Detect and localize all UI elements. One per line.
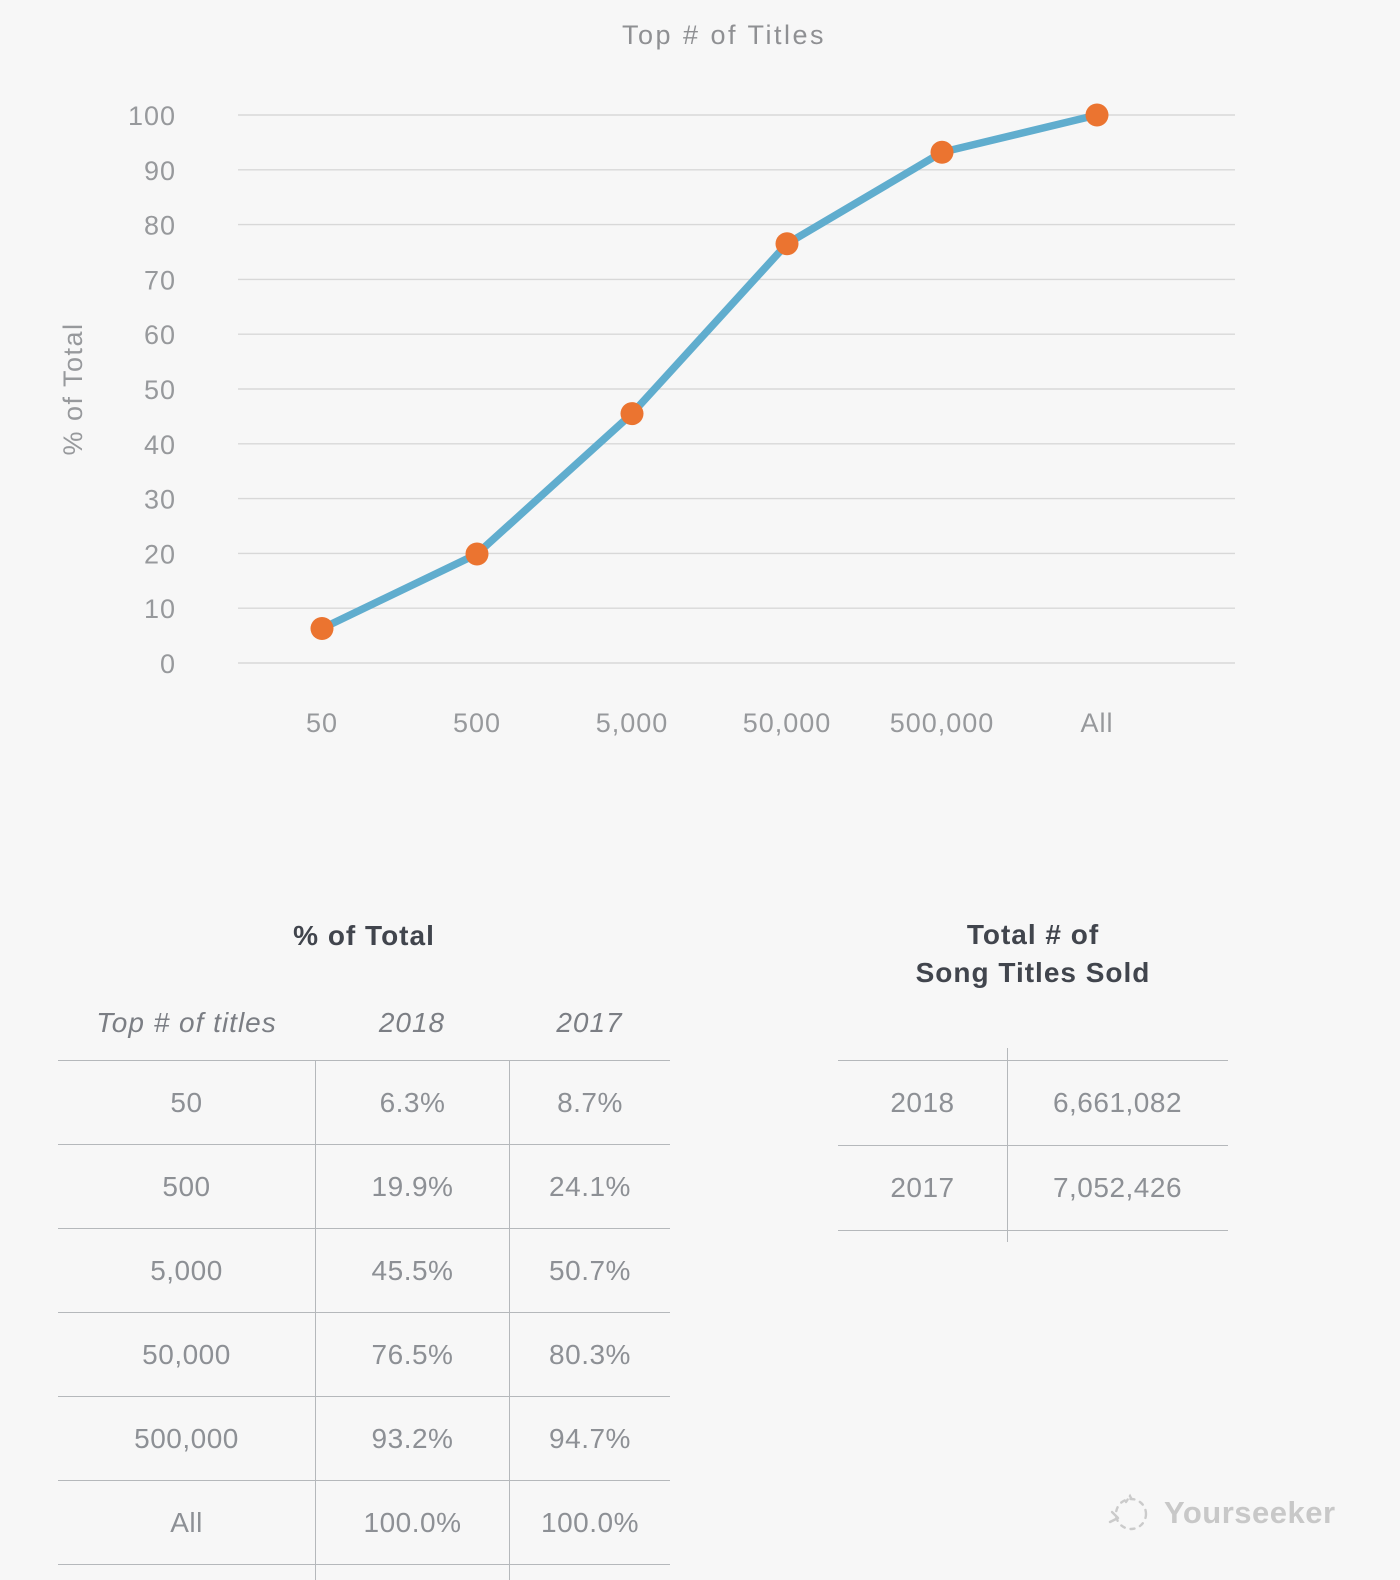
table-cell: 93.2% — [315, 1397, 509, 1481]
table-cell: 2017 — [838, 1146, 1007, 1231]
left-table-header-2017: 2017 — [556, 1007, 623, 1038]
data-point — [930, 140, 954, 164]
table-divider — [315, 1565, 316, 1580]
data-point — [620, 402, 644, 426]
table-cell: 19.9% — [315, 1145, 509, 1229]
x-axis-tick-label: All — [1080, 708, 1113, 738]
left-table-title: % of Total — [293, 920, 435, 951]
right-table-title-line2: Song Titles Sold — [915, 957, 1151, 988]
percent-of-total-table: 50 6.3% 8.7% 500 19.9% 24.1% 5,000 45.5%… — [58, 1060, 670, 1565]
data-point — [465, 542, 489, 566]
table-cell: 500,000 — [58, 1397, 315, 1481]
chart-title: Top # of Titles — [621, 20, 827, 50]
right-table-title-line1: Total # of — [966, 919, 1100, 950]
y-axis-tick-label: 10 — [144, 594, 176, 624]
table-cell: 8.7% — [509, 1061, 670, 1145]
table-cell: 500 — [58, 1145, 315, 1229]
y-axis-tick-label: 50 — [144, 375, 176, 405]
yourseeker-logo-icon — [1108, 1493, 1148, 1531]
table-cell: 7,052,426 — [1007, 1146, 1228, 1231]
x-axis-tick-label: 500 — [453, 708, 501, 738]
x-axis-tick-label: 500,000 — [890, 708, 995, 738]
table-cell: 100.0% — [509, 1481, 670, 1565]
left-table-header-2018: 2018 — [378, 1007, 446, 1038]
table-cell: 50.7% — [509, 1229, 670, 1313]
y-axis-tick-label: 90 — [144, 156, 176, 186]
y-axis-tick-label: 100 — [128, 101, 176, 131]
data-point — [1085, 103, 1109, 127]
right-table-title: Total # of Song Titles Sold — [838, 916, 1228, 992]
table-cell: 45.5% — [315, 1229, 509, 1313]
line-chart: 0 10 20 30 40 50 60 70 80 90 100 % of Total 50 500 5,0… — [58, 101, 1235, 738]
table-cell: 94.7% — [509, 1397, 670, 1481]
x-axis-tick-label: 50,000 — [743, 708, 832, 738]
y-axis-title: % of Total — [58, 322, 88, 455]
table-cell: 50 — [58, 1061, 315, 1145]
watermark: Yourseeker — [1106, 1488, 1336, 1538]
data-point — [310, 616, 334, 640]
trend-line — [318, 111, 1101, 633]
x-axis-tick-label: 5,000 — [596, 708, 669, 738]
y-axis-tick-label: 40 — [144, 430, 176, 460]
watermark-text: Yourseeker — [1164, 1495, 1336, 1530]
y-axis-tick-label: 80 — [144, 211, 176, 241]
data-point — [775, 232, 799, 256]
table-cell: All — [58, 1481, 315, 1565]
table-cell: 24.1% — [509, 1145, 670, 1229]
table-cell: 2018 — [838, 1061, 1007, 1146]
song-titles-sold-table: 2018 6,661,082 2017 7,052,426 — [838, 1060, 1228, 1231]
table-cell: 6.3% — [315, 1061, 509, 1145]
table-cell: 100.0% — [315, 1481, 509, 1565]
table-cell: 6,661,082 — [1007, 1061, 1228, 1146]
x-axis-tick-label: 50 — [306, 708, 338, 738]
table-cell: 5,000 — [58, 1229, 315, 1313]
table-divider — [509, 1565, 510, 1580]
table-cell: 80.3% — [509, 1313, 670, 1397]
left-table-header-row: Top # of titles 2018 2017 — [58, 995, 670, 1051]
left-table-header-titles: Top # of titles — [96, 1007, 277, 1038]
y-axis-tick-label: 60 — [144, 320, 176, 350]
y-axis-tick-label: 20 — [144, 539, 176, 569]
y-axis-tick-label: 70 — [144, 265, 176, 295]
table-divider — [1007, 1048, 1008, 1242]
table-cell: 76.5% — [315, 1313, 509, 1397]
y-axis-tick-label: 0 — [160, 649, 176, 679]
y-axis-tick-label: 30 — [144, 485, 176, 515]
table-cell: 50,000 — [58, 1313, 315, 1397]
